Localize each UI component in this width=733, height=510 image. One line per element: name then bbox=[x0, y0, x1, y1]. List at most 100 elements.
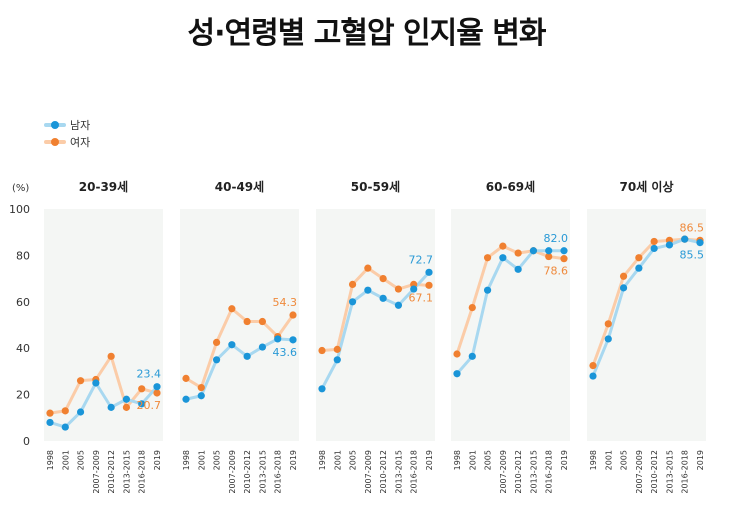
x-tick-label: 2013-2015 bbox=[665, 450, 674, 494]
x-tick-label: 2013-2015 bbox=[258, 450, 267, 494]
x-tick-label: 2016-2018 bbox=[274, 450, 283, 494]
data-point-male bbox=[453, 370, 461, 378]
x-tick-label: 2007-2009 bbox=[92, 450, 101, 494]
x-tick-label: 2016-2018 bbox=[410, 450, 419, 494]
legend-swatch-male bbox=[44, 120, 66, 130]
end-label-female: 78.6 bbox=[544, 265, 569, 278]
y-tick-label: 80 bbox=[16, 249, 30, 262]
data-point-male bbox=[696, 239, 704, 247]
data-point-female bbox=[468, 304, 476, 312]
x-tick-label: 2013-2015 bbox=[529, 450, 538, 494]
data-point-male bbox=[681, 235, 689, 243]
data-point-male bbox=[61, 423, 69, 431]
x-tick-label: 2013-2015 bbox=[394, 450, 403, 494]
data-point-female bbox=[619, 272, 628, 280]
end-label-female: 67.1 bbox=[409, 291, 434, 304]
end-label-male: 43.6 bbox=[273, 346, 298, 359]
data-point-male bbox=[483, 286, 492, 294]
data-point-male bbox=[604, 335, 612, 343]
data-point-male bbox=[619, 284, 628, 292]
data-point-female bbox=[604, 320, 612, 328]
data-point-female bbox=[153, 389, 161, 397]
data-point-female bbox=[46, 409, 54, 417]
data-point-male bbox=[499, 254, 507, 262]
x-tick-label: 2005 bbox=[77, 450, 86, 470]
data-point-male bbox=[212, 356, 221, 364]
x-tick-label: 2016-2018 bbox=[545, 450, 554, 494]
x-tick-label: 2007-2009 bbox=[635, 450, 644, 494]
x-tick-label: 2010-2012 bbox=[650, 450, 659, 494]
y-tick-label: 100 bbox=[9, 203, 30, 216]
x-tick-label: 2005 bbox=[620, 450, 629, 470]
x-tick-label: 2013-2015 bbox=[122, 450, 131, 494]
y-tick-label: 60 bbox=[16, 296, 30, 309]
x-tick-label: 2010-2012 bbox=[107, 450, 116, 494]
data-point-female bbox=[228, 305, 236, 313]
y-axis-unit: (%) bbox=[12, 183, 29, 194]
panel-title: 40-49세 bbox=[215, 179, 264, 194]
data-point-female bbox=[138, 385, 146, 393]
data-point-male bbox=[92, 379, 100, 387]
x-tick-label: 1998 bbox=[453, 450, 462, 470]
x-tick-label: 2019 bbox=[153, 450, 162, 470]
data-point-male bbox=[46, 418, 54, 427]
data-point-male bbox=[635, 264, 643, 272]
data-point-female bbox=[650, 237, 658, 246]
x-tick-label: 2001 bbox=[61, 450, 70, 470]
data-point-female bbox=[589, 362, 597, 370]
data-point-male bbox=[182, 395, 190, 403]
data-point-female bbox=[182, 374, 190, 382]
data-point-female bbox=[425, 281, 433, 289]
data-point-female bbox=[243, 317, 251, 326]
data-point-male bbox=[425, 268, 433, 276]
data-point-male bbox=[364, 286, 372, 294]
end-label-male: 82.0 bbox=[544, 232, 569, 245]
panel-background bbox=[316, 209, 435, 441]
data-point-female bbox=[499, 242, 507, 250]
x-tick-label: 2010-2012 bbox=[243, 450, 252, 494]
data-point-male bbox=[650, 244, 658, 253]
data-point-male bbox=[410, 285, 418, 293]
x-tick-label: 2005 bbox=[213, 450, 222, 470]
data-point-male bbox=[560, 247, 568, 255]
data-point-male bbox=[289, 336, 297, 344]
data-point-female bbox=[122, 403, 131, 411]
end-label-male: 23.4 bbox=[137, 368, 162, 381]
data-point-male bbox=[197, 392, 205, 400]
data-point-female bbox=[333, 345, 341, 353]
data-point-male bbox=[589, 372, 597, 380]
data-point-male bbox=[228, 341, 236, 349]
x-tick-label: 2007-2009 bbox=[228, 450, 237, 494]
legend-label-male: 남자 bbox=[70, 118, 91, 132]
data-point-female bbox=[379, 275, 387, 283]
data-point-female bbox=[318, 346, 326, 355]
x-tick-label: 2005 bbox=[349, 450, 358, 470]
data-point-male bbox=[348, 298, 357, 306]
x-tick-label: 2016-2018 bbox=[138, 450, 147, 494]
data-point-female bbox=[483, 254, 492, 262]
data-point-male bbox=[545, 247, 553, 255]
x-tick-label: 1998 bbox=[46, 450, 55, 470]
data-point-female bbox=[514, 249, 522, 257]
x-tick-label: 2019 bbox=[289, 450, 298, 470]
x-tick-label: 2007-2009 bbox=[364, 450, 373, 494]
data-point-female bbox=[348, 280, 357, 288]
chart-title: 성·연령별 고혈압 인지율 변화 bbox=[187, 16, 547, 51]
y-tick-label: 40 bbox=[16, 342, 30, 355]
data-point-female bbox=[76, 377, 85, 385]
legend: 남자 여자 bbox=[44, 116, 90, 150]
x-tick-label: 2019 bbox=[696, 450, 705, 470]
data-point-female bbox=[453, 350, 461, 358]
end-label-female: 20.7 bbox=[137, 399, 162, 412]
data-point-male bbox=[243, 352, 251, 360]
data-point-female bbox=[560, 255, 568, 263]
data-point-male bbox=[318, 385, 326, 393]
data-point-male bbox=[274, 335, 282, 343]
series-line-female bbox=[48, 354, 159, 415]
data-point-male bbox=[514, 265, 522, 273]
data-point-female bbox=[107, 352, 115, 360]
data-point-male bbox=[107, 403, 115, 411]
data-point-male bbox=[333, 356, 341, 364]
data-point-male bbox=[379, 294, 387, 302]
x-tick-label: 1998 bbox=[182, 450, 191, 470]
